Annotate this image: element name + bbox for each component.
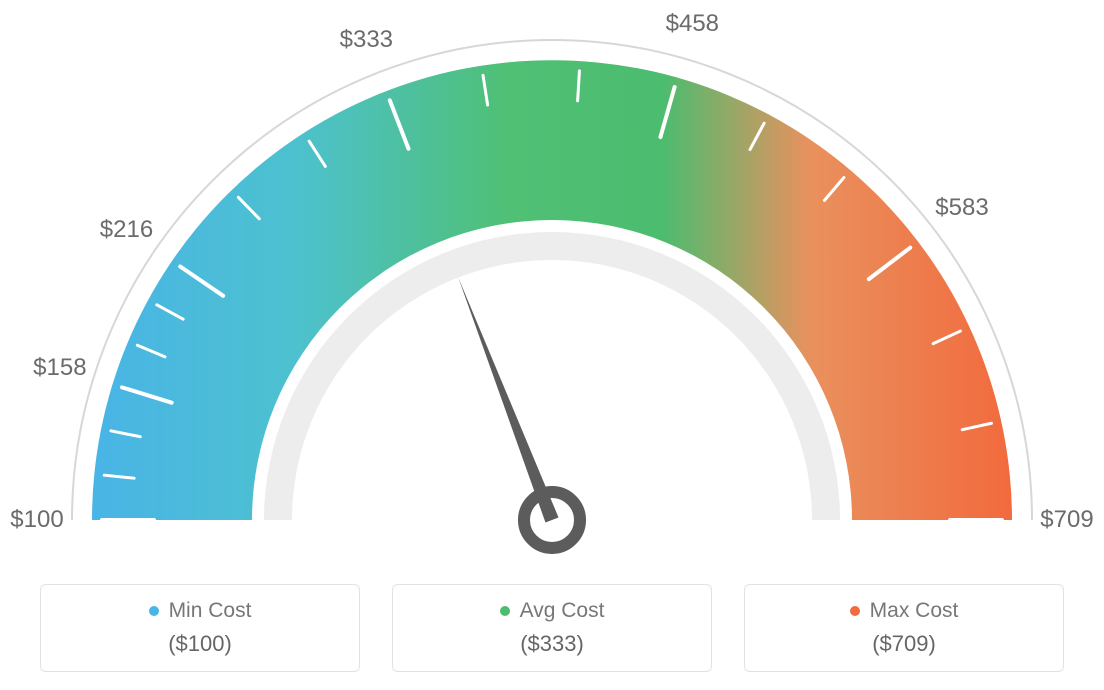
max-dot-icon <box>850 606 860 616</box>
summary-cards: Min Cost ($100) Avg Cost ($333) Max Cost… <box>40 584 1064 672</box>
gauge-tick-label: $216 <box>100 216 153 244</box>
max-cost-value: ($709) <box>755 631 1053 657</box>
max-cost-card: Max Cost ($709) <box>744 584 1064 672</box>
min-dot-icon <box>149 606 159 616</box>
gauge-tick-label: $100 <box>10 506 63 534</box>
avg-cost-card: Avg Cost ($333) <box>392 584 712 672</box>
avg-cost-value: ($333) <box>403 631 701 657</box>
gauge-chart: $100 $158 $216 $333 $458 $583 $709 <box>0 0 1104 560</box>
max-cost-label-row: Max Cost <box>850 599 959 623</box>
gauge-tick-label: $583 <box>935 194 988 222</box>
avg-dot-icon <box>500 606 510 616</box>
avg-cost-label: Avg Cost <box>520 599 605 623</box>
gauge-svg <box>0 0 1104 560</box>
gauge-tick-label: $458 <box>666 10 719 38</box>
max-cost-label: Max Cost <box>870 599 959 623</box>
min-cost-label: Min Cost <box>169 599 252 623</box>
min-cost-label-row: Min Cost <box>149 599 252 623</box>
min-cost-value: ($100) <box>51 631 349 657</box>
avg-cost-label-row: Avg Cost <box>500 599 605 623</box>
gauge-tick-label: $158 <box>33 354 86 382</box>
gauge-tick-label: $709 <box>1040 506 1093 534</box>
gauge-tick-label: $333 <box>340 26 393 54</box>
min-cost-card: Min Cost ($100) <box>40 584 360 672</box>
